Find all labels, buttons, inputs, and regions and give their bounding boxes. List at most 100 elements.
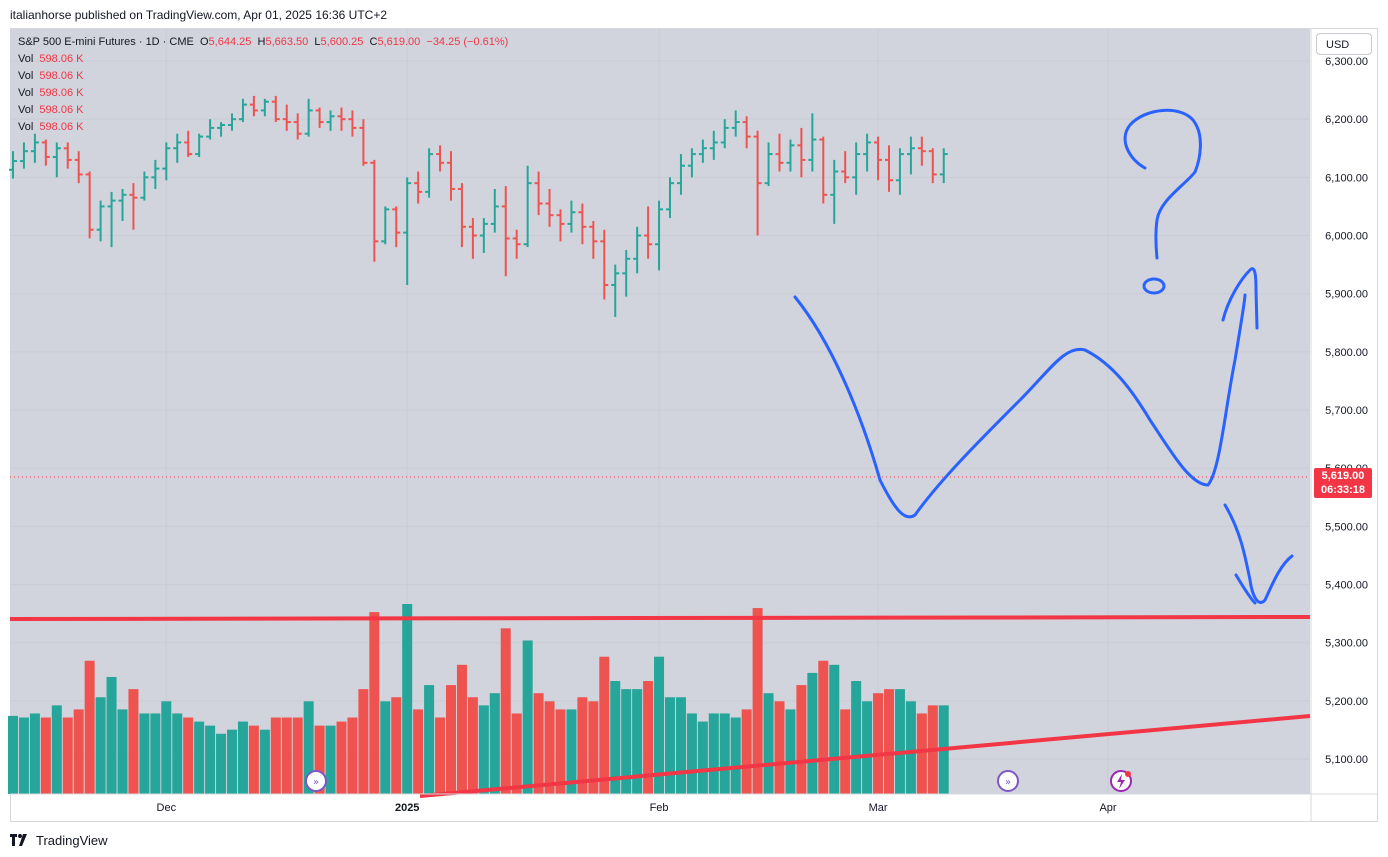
price-tick-label: 5,300.00: [1325, 638, 1368, 650]
ohlc-bar: [852, 142, 861, 195]
time-axis[interactable]: Dec 2025 Feb Mar Apr: [157, 802, 1117, 814]
volume-bar: [62, 717, 73, 794]
ohlc-bar: [271, 95, 280, 123]
ohlc-bar: [403, 177, 412, 285]
volume-bar: [424, 685, 435, 794]
volume-bar: [643, 681, 654, 794]
last-price-value: 5,619.00: [1321, 470, 1365, 482]
volume-bar: [227, 729, 237, 794]
volume-bar: [500, 628, 511, 794]
volume-bar: [599, 656, 610, 794]
currency-button[interactable]: USD: [1316, 33, 1372, 55]
volume-bar: [435, 717, 446, 794]
volume-bar: [697, 721, 708, 794]
volume-bar: [588, 701, 599, 794]
ohlc-bar: [129, 183, 138, 230]
volume-bar: [18, 717, 29, 794]
ohlc-bar: [238, 98, 247, 123]
price-tick-label: 5,900.00: [1325, 289, 1368, 301]
price-tick-label: 5,100.00: [1325, 754, 1368, 766]
volume-legend-rows: Vol 598.06 K Vol 598.06 K Vol 598.06 K Vol …: [18, 51, 508, 136]
volume-bar: [522, 640, 533, 794]
dividend-marker-icon[interactable]: »: [997, 770, 1019, 792]
red-horizontal-line[interactable]: [9, 615, 1311, 621]
ohlc-bar: [742, 116, 751, 149]
volume-bar: [391, 697, 402, 794]
question-mark-dot[interactable]: [1142, 277, 1166, 295]
volume-bar: [763, 693, 774, 794]
red-trend-line[interactable]: [419, 714, 1311, 798]
ohlc-bar: [304, 98, 313, 137]
volume-bar: [183, 717, 194, 794]
ohlc-bar: [578, 203, 587, 245]
volume-bar: [314, 725, 325, 794]
ohlc-bar: [151, 159, 160, 189]
volume-bar: [402, 604, 413, 794]
question-mark-drawing[interactable]: [1123, 108, 1202, 260]
ohlc-bar: [764, 142, 773, 187]
volume-bar: [270, 717, 281, 794]
ohlc-bar: [720, 119, 729, 149]
ohlc-bar: [425, 148, 434, 198]
ohlc-bar: [895, 148, 904, 195]
volume-bar: [467, 697, 478, 794]
volume-bar: [150, 713, 161, 794]
volume-bar: [456, 664, 467, 794]
ohlc-bar: [534, 171, 543, 216]
ohlc-low: L5,600.25: [314, 36, 364, 48]
ohlc-bar: [30, 133, 39, 163]
ohlc-bar: [457, 183, 466, 248]
volume-bar: [303, 701, 314, 794]
dividend-marker-icon[interactable]: »: [305, 770, 327, 792]
volume-bar: [840, 709, 851, 794]
ohlc-bar: [753, 130, 762, 236]
ohlc-bar: [906, 136, 915, 175]
ohlc-high: H5,663.50: [257, 36, 309, 48]
price-tick-label: 6,100.00: [1325, 172, 1368, 184]
ohlc-bar: [107, 191, 116, 248]
price-tick-label: 5,700.00: [1325, 405, 1368, 417]
ohlc-bar: [249, 95, 258, 117]
volume-bar: [139, 713, 150, 794]
blue-drawing-down[interactable]: [1223, 503, 1294, 604]
ohlc-bar: [173, 133, 182, 163]
lightning-marker-icon[interactable]: [1110, 770, 1132, 792]
ohlc-bar: [512, 229, 521, 259]
volume-bar: [675, 697, 686, 794]
ohlc-bar: [74, 151, 83, 184]
volume-bar: [884, 689, 894, 794]
ohlc-bar: [797, 127, 806, 178]
volume-bar: [544, 701, 555, 794]
ohlc-bar: [206, 119, 215, 140]
blue-drawing-spike[interactable]: [1221, 267, 1259, 330]
ohlc-bar: [622, 250, 631, 297]
ohlc-bar: [162, 142, 171, 181]
volume-bar: [708, 713, 719, 794]
blue-arrow-head[interactable]: [1234, 573, 1257, 605]
ohlc-bar: [348, 110, 357, 137]
blue-drawing-v[interactable]: [793, 293, 1247, 519]
ohlc-bar: [600, 229, 609, 300]
ohlc-bar: [633, 226, 642, 274]
volume-bar: [894, 689, 905, 794]
volume-bar: [818, 660, 829, 794]
ohlc-bar: [808, 113, 817, 172]
volume-bar: [128, 689, 139, 794]
volume-bar: [84, 660, 95, 794]
ohlc-open: O5,644.25: [199, 36, 252, 48]
time-tick-label: 2025: [395, 802, 419, 814]
ohlc-bar: [468, 218, 477, 259]
last-price-tag: 5,619.00 06:33:18: [1314, 468, 1372, 498]
ohlc-bar: [52, 142, 61, 178]
price-axis[interactable]: 6,300.00 6,200.00 6,100.00 6,000.00 5,900.00…: [1325, 56, 1368, 766]
volume-legend-row: Vol 598.06 K: [18, 53, 84, 65]
volume-bar: [686, 713, 697, 794]
price-tick-label: 6,300.00: [1325, 56, 1368, 68]
volume-bar: [916, 713, 927, 794]
ohlc-bar: [447, 151, 455, 201]
volume-bar: [654, 656, 665, 794]
ohlc-bar: [545, 188, 554, 227]
publish-bar: italianhorse published on TradingView.co…: [0, 0, 1388, 28]
volume-legend-row: Vol 598.06 K: [18, 70, 84, 82]
